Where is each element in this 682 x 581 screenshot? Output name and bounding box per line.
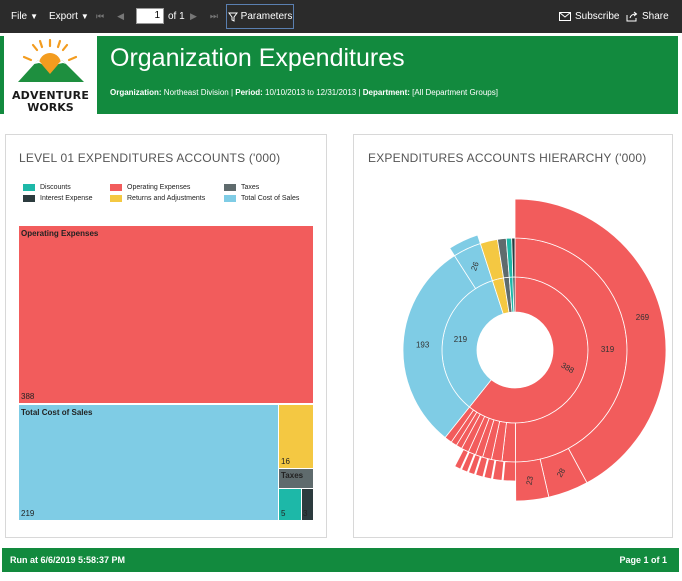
sunburst-outer-segment[interactable] [492, 459, 505, 481]
logo-line2: WORKS [27, 101, 74, 114]
legend-item-total-cost-of-sales[interactable]: Total Cost of Sales [224, 195, 299, 202]
page-title: Organization Expenditures [110, 44, 405, 72]
department-value: [All Department Groups] [412, 88, 498, 97]
file-menu-label: File [11, 11, 28, 22]
legend-item-discounts[interactable]: Discounts [23, 184, 71, 191]
sunburst-title: EXPENDITURES ACCOUNTS HIERARCHY ('000) [368, 151, 647, 165]
legend-swatch [23, 184, 35, 191]
treemap-tile-value: 16 [281, 457, 290, 466]
treemap-tile-value: 219 [21, 509, 35, 518]
envelope-icon [559, 12, 571, 21]
legend-label: Total Cost of Sales [241, 195, 300, 202]
separator: | [228, 88, 236, 97]
department-label: Department: [362, 88, 410, 97]
sunburst-outer-segment[interactable] [449, 234, 481, 257]
legend-swatch [110, 184, 122, 191]
export-menu[interactable]: Export ▼ [49, 0, 89, 33]
treemap-tile-total-cost-of-sales[interactable]: Total Cost of Sales 219 [19, 405, 278, 520]
level01-treemap-panel: LEVEL 01 EXPENDITURES ACCOUNTS ('000) Di… [5, 134, 327, 538]
period-label: Period: [235, 88, 263, 97]
parameters-label: Parameters [240, 11, 293, 22]
sun-mountain-icon [18, 38, 84, 82]
page-nav-forward: ▶ ⏭ [190, 0, 219, 33]
logo-line1: ADVENTURE [11, 89, 90, 102]
sunburst-outer-segment[interactable] [461, 451, 475, 473]
legend-label: Interest Expense [40, 195, 93, 202]
sunburst-outer-segment[interactable] [467, 454, 481, 476]
sunburst-outer-segment[interactable] [514, 198, 667, 484]
subscribe-button[interactable]: Subscribe [559, 0, 619, 33]
legend-label: Discounts [40, 184, 71, 191]
legend-label: Taxes [241, 184, 260, 191]
page-number-input[interactable]: 1 [136, 8, 164, 24]
report-footer: Run at 6/6/2019 5:58:37 PM Page 1 of 1 [2, 548, 679, 572]
sunburst-center [477, 312, 553, 388]
hierarchy-sunburst-panel: EXPENDITURES ACCOUNTS HIERARCHY ('000) 3… [353, 134, 673, 538]
legend-swatch [110, 195, 122, 202]
treemap-tile-value: 5 [281, 509, 286, 518]
treemap-tile-interest-expense[interactable]: 3 [302, 489, 313, 520]
report-toolbar: File ▼ Export ▼ ⏮ ◀ 1 of 1 ▶ ⏭ Parameter… [0, 0, 682, 33]
treemap-tile-discounts[interactable]: 5 [279, 489, 301, 520]
file-menu[interactable]: File ▼ [11, 0, 38, 33]
treemap-tile-operating-expenses[interactable]: Operating Expenses 388 [19, 226, 313, 403]
adventure-works-logo: ADVENTURE WORKS [4, 36, 97, 114]
treemap-tile-value: 388 [21, 392, 35, 401]
organization-value: Northeast Division [163, 88, 229, 97]
share-button[interactable]: Share [626, 0, 669, 33]
subscribe-label: Subscribe [575, 11, 620, 22]
legend-swatch [224, 195, 236, 202]
export-menu-label: Export [49, 11, 78, 22]
period-value: 10/10/2013 to 12/31/2013 [265, 88, 357, 97]
sunburst-value-label: 193 [416, 340, 430, 349]
legend-item-operating-expenses[interactable]: Operating Expenses [110, 184, 190, 191]
run-timestamp: Run at 6/6/2019 5:58:37 PM [10, 555, 126, 565]
treemap-tile-value: 3 [303, 509, 308, 518]
parameters-button[interactable]: Parameters [226, 4, 294, 29]
legend-item-returns-and-adjustments[interactable]: Returns and Adjustments [110, 195, 205, 202]
page-nav-back: ⏮ ◀ [96, 0, 125, 33]
sunburst-outer-segment[interactable] [475, 456, 488, 478]
separator: | [356, 88, 363, 97]
legend-swatch [224, 184, 236, 191]
legend-swatch [23, 195, 35, 202]
chevron-down-icon: ▼ [80, 12, 89, 21]
sunburst-value-label: 319 [601, 345, 615, 354]
treemap-tile-returns-and-adjustments[interactable]: 16 [279, 405, 313, 468]
sunburst-value-label: 219 [454, 335, 468, 344]
sunburst-middle-segment[interactable] [511, 237, 516, 278]
next-page-icon[interactable]: ▶ [190, 11, 198, 21]
sunburst-middle-segment[interactable] [402, 255, 477, 439]
legend-label: Returns and Adjustments [127, 195, 206, 202]
sunburst-value-label: 269 [636, 313, 650, 322]
treemap-tile-label: Operating Expenses [21, 229, 99, 238]
treemap-tile-label: Total Cost of Sales [21, 408, 93, 417]
filter-icon [227, 12, 238, 22]
treemap-tile-label: Taxes [281, 471, 304, 480]
treemap-tile-taxes[interactable]: Taxes [279, 469, 313, 488]
sunburst-value-label: 23 [525, 475, 536, 486]
organization-label: Organization: [110, 88, 162, 97]
share-label: Share [642, 11, 669, 22]
last-page-icon[interactable]: ⏭ [209, 11, 220, 21]
share-icon [626, 11, 638, 22]
treemap-title: LEVEL 01 EXPENDITURES ACCOUNTS ('000) [19, 151, 281, 165]
report-header: ADVENTURE WORKS Organization Expenditure… [0, 36, 678, 114]
first-page-icon[interactable]: ⏮ [96, 11, 106, 21]
chevron-down-icon: ▼ [30, 12, 39, 21]
sunburst-outer-segment[interactable] [502, 461, 517, 482]
legend-label: Operating Expenses [127, 184, 191, 191]
page-count: of 1 [168, 11, 185, 22]
page-indicator: Page 1 of 1 [619, 555, 667, 565]
sunburst-outer-segment[interactable] [483, 458, 496, 480]
report-parameters-summary: Organization: Northeast Division | Perio… [110, 88, 498, 97]
previous-page-icon[interactable]: ◀ [117, 11, 126, 21]
sunburst-outer-segment[interactable] [454, 448, 469, 470]
sunburst-value-label: 26 [469, 260, 481, 272]
legend-item-taxes[interactable]: Taxes [224, 184, 259, 191]
legend-item-interest-expense[interactable]: Interest Expense [23, 195, 93, 202]
